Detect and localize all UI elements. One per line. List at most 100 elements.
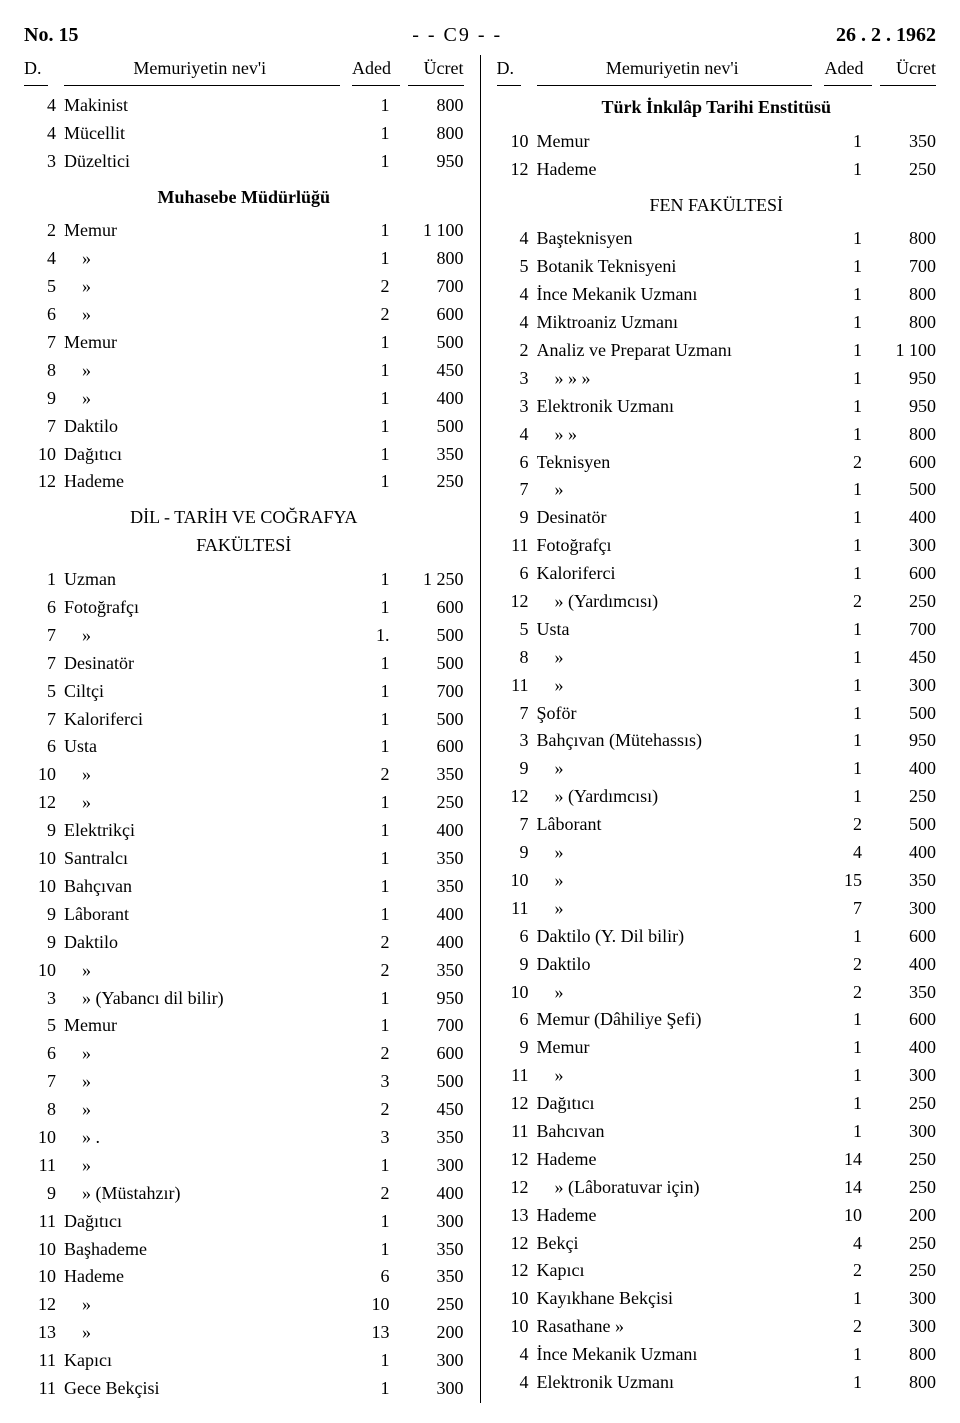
- table-row: 4»1800: [24, 245, 464, 273]
- cell-title: » » »: [537, 365, 815, 393]
- cell-ucret: 250: [872, 156, 936, 184]
- cell-title: Gece Bekçisi: [64, 1375, 342, 1403]
- table-row: 10Başhademe1350: [24, 1236, 464, 1264]
- cell-d: 7: [24, 650, 64, 678]
- cell-d: 4: [497, 421, 537, 449]
- section-turk-inkilap: Türk İnkılâp Tarihi Enstitüsü: [497, 94, 937, 122]
- cell-ucret: 250: [872, 1174, 936, 1202]
- table-row: 13Hademe10200: [497, 1202, 937, 1230]
- cell-title: Bahçıvan: [64, 873, 342, 901]
- cell-d: 11: [497, 672, 537, 700]
- cell-ucret: 350: [400, 873, 464, 901]
- cell-d: 6: [497, 560, 537, 588]
- cell-aded: 1: [342, 901, 400, 929]
- cell-aded: 1: [814, 1090, 872, 1118]
- cell-title: Desinatör: [537, 504, 815, 532]
- cell-ucret: 500: [872, 700, 936, 728]
- cell-ucret: 950: [400, 148, 464, 176]
- cell-aded: 1: [342, 1012, 400, 1040]
- table-row: 9»4400: [497, 839, 937, 867]
- col-title: Memuriyetin nev'i: [529, 55, 817, 83]
- table-row: 11Fotoğrafçı1300: [497, 532, 937, 560]
- cell-ucret: 800: [872, 1341, 936, 1369]
- header-left: No. 15: [24, 20, 78, 51]
- cell-title: » (Yardımcısı): [537, 588, 815, 616]
- cell-title: Elektronik Uzmanı: [537, 393, 815, 421]
- table-row: 11»1300: [497, 672, 937, 700]
- cell-title: Uzman: [64, 566, 342, 594]
- cell-d: 11: [497, 895, 537, 923]
- table-row: 11Bahcıvan1300: [497, 1118, 937, 1146]
- cell-d: 5: [24, 1012, 64, 1040]
- cell-d: 11: [24, 1208, 64, 1236]
- cell-aded: 2: [342, 1096, 400, 1124]
- cell-ucret: 350: [400, 1263, 464, 1291]
- cell-ucret: 300: [872, 895, 936, 923]
- cell-d: 12: [24, 468, 64, 496]
- cell-ucret: 300: [872, 1285, 936, 1313]
- cell-title: »: [537, 755, 815, 783]
- cell-ucret: 950: [872, 393, 936, 421]
- cell-title: » (Lâboratuvar için): [537, 1174, 815, 1202]
- cell-d: 10: [24, 1263, 64, 1291]
- cell-aded: 1: [814, 128, 872, 156]
- cell-ucret: 400: [872, 839, 936, 867]
- cell-title: Rasathane »: [537, 1313, 815, 1341]
- cell-aded: 2: [814, 588, 872, 616]
- table-row: 11Dağıtıcı1300: [24, 1208, 464, 1236]
- cell-aded: 1: [342, 985, 400, 1013]
- cell-title: Mücellit: [64, 120, 342, 148]
- cell-d: 9: [24, 817, 64, 845]
- cell-aded: 1: [342, 1152, 400, 1180]
- header-rule: [497, 85, 937, 86]
- content-columns: D. Memuriyetin nev'i Aded Ücret 4Makinis…: [24, 55, 936, 1403]
- cell-aded: 1: [342, 245, 400, 273]
- cell-ucret: 500: [400, 622, 464, 650]
- table-row: 8»1450: [497, 644, 937, 672]
- cell-aded: 1: [342, 566, 400, 594]
- cell-aded: 1: [814, 504, 872, 532]
- cell-d: 5: [497, 253, 537, 281]
- cell-ucret: 200: [400, 1319, 464, 1347]
- cell-title: Ciltçi: [64, 678, 342, 706]
- cell-aded: 1: [814, 700, 872, 728]
- cell-ucret: 250: [872, 1257, 936, 1285]
- cell-d: 11: [497, 1062, 537, 1090]
- cell-title: Elektronik Uzmanı: [537, 1369, 815, 1397]
- cell-ucret: 500: [400, 413, 464, 441]
- cell-ucret: 350: [400, 1124, 464, 1152]
- cell-d: 3: [24, 985, 64, 1013]
- right-column: D. Memuriyetin nev'i Aded Ücret Türk İnk…: [481, 55, 937, 1403]
- table-row: 5Botanik Teknisyeni1700: [497, 253, 937, 281]
- cell-d: 6: [24, 301, 64, 329]
- cell-d: 5: [24, 273, 64, 301]
- cell-ucret: 350: [872, 979, 936, 1007]
- cell-ucret: 250: [872, 588, 936, 616]
- cell-d: 13: [24, 1319, 64, 1347]
- cell-ucret: 300: [400, 1152, 464, 1180]
- cell-ucret: 500: [872, 811, 936, 839]
- cell-aded: 2: [814, 449, 872, 477]
- column-header-right: D. Memuriyetin nev'i Aded Ücret: [497, 55, 937, 83]
- cell-aded: 13: [342, 1319, 400, 1347]
- cell-title: Usta: [64, 733, 342, 761]
- cell-ucret: 250: [400, 1291, 464, 1319]
- table-row: 7»3500: [24, 1068, 464, 1096]
- cell-ucret: 350: [872, 128, 936, 156]
- cell-ucret: 250: [872, 783, 936, 811]
- cell-title: Daktilo: [64, 413, 342, 441]
- table-row: 8»1450: [24, 357, 464, 385]
- col-ucret: Ücret: [400, 55, 464, 83]
- cell-aded: 1: [342, 357, 400, 385]
- table-row: 7Şoför1500: [497, 700, 937, 728]
- cell-title: Lâborant: [537, 811, 815, 839]
- cell-aded: 1: [342, 148, 400, 176]
- cell-title: İnce Mekanik Uzmanı: [537, 281, 815, 309]
- cell-ucret: 300: [400, 1208, 464, 1236]
- table-row: 9» (Müstahzır)2400: [24, 1180, 464, 1208]
- cell-aded: 2: [814, 1257, 872, 1285]
- cell-aded: 1: [814, 1369, 872, 1397]
- cell-title: »: [537, 1062, 815, 1090]
- cell-aded: 2: [814, 979, 872, 1007]
- cell-d: 5: [24, 678, 64, 706]
